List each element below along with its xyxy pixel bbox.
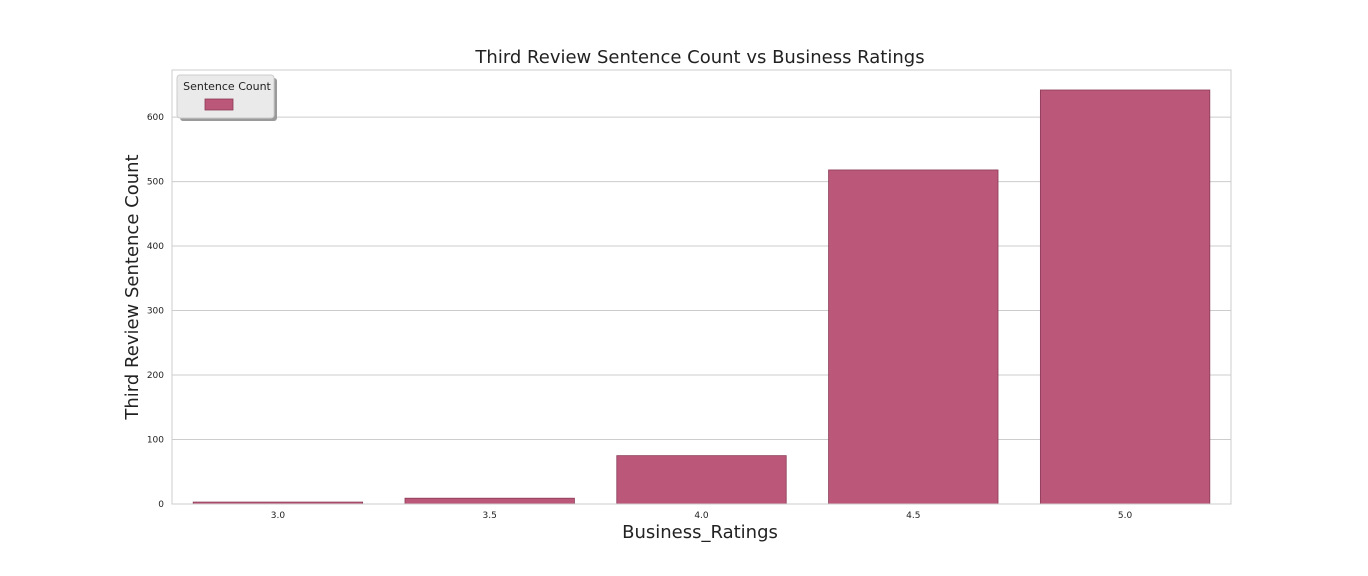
legend-swatch [204,98,234,111]
x-tick-label: 5.0 [1118,511,1133,521]
x-tick-label: 4.0 [694,511,709,521]
bar-3.5 [404,497,575,505]
x-axis-title: Business_Ratings [622,522,778,543]
y-tick-label: 0 [158,500,164,510]
x-tick-label: 4.5 [906,511,920,521]
y-tick-label: 400 [147,242,164,252]
y-tick-labels: 0 100 200 300 400 500 600 [147,113,164,510]
bar-4.0 [616,455,787,505]
legend-box [176,74,275,119]
x-tick-labels: 3.0 3.5 4.0 4.5 5.0 [271,511,1133,521]
legend-title: Sentence Count [183,80,271,93]
x-tick-label: 3.5 [483,511,497,521]
bar-4.5 [828,169,999,505]
y-axis-title: Third Review Sentence Count [122,154,143,420]
y-tick-label: 600 [147,113,164,123]
plot-area-frame [171,69,1232,505]
y-tick-label: 500 [147,178,164,188]
y-tick-label: 100 [147,436,164,446]
legend: Sentence Count [176,74,277,121]
x-tick-label: 3.0 [271,511,286,521]
y-tick-label: 200 [147,371,164,381]
y-tick-label: 300 [147,307,164,317]
bars [192,89,1211,505]
bar-5.0 [1039,89,1211,505]
chart-title: Third Review Sentence Count vs Business … [474,47,924,68]
gridlines [172,116,1231,505]
